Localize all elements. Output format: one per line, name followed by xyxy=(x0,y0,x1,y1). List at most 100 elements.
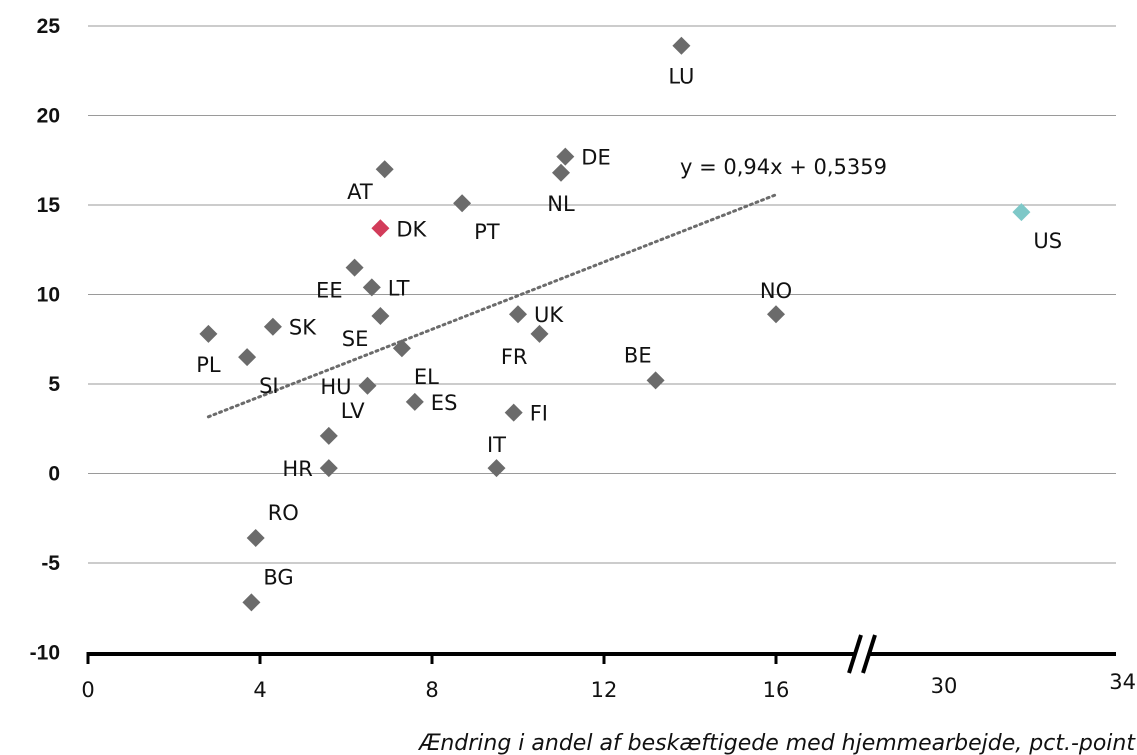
point-marker xyxy=(371,306,390,325)
point-marker xyxy=(358,376,377,395)
x-tick-label: 0 xyxy=(81,678,94,702)
x-tick-label: 12 xyxy=(591,678,618,702)
point-label: LT xyxy=(388,276,410,300)
trendline-equation: y = 0,94x + 0,5359 xyxy=(680,155,887,179)
point-label: LU xyxy=(668,65,694,89)
point-lu: LU xyxy=(668,36,694,89)
point-hu: HU xyxy=(320,375,377,399)
point-label: BG xyxy=(263,565,293,589)
trendline xyxy=(206,193,778,419)
point-label: DE xyxy=(581,146,610,170)
point-marker xyxy=(646,371,665,390)
point-es: ES xyxy=(405,391,458,415)
point-fi: FI xyxy=(504,402,548,426)
point-hr: HR xyxy=(282,457,338,481)
point-marker xyxy=(509,305,527,324)
x-tick-label: 8 xyxy=(425,678,438,702)
point-label: NL xyxy=(547,192,575,216)
point-label: BE xyxy=(624,343,652,367)
x-axis-label: Ændring i andel af beskæftigede med hjem… xyxy=(418,731,1136,755)
axis-break-mark xyxy=(847,634,863,674)
point-marker xyxy=(487,459,506,478)
point-se: SE xyxy=(342,306,390,351)
point-lv: LV xyxy=(319,399,365,445)
point-label: US xyxy=(1033,229,1062,253)
point-label: NO xyxy=(760,279,792,303)
point-marker xyxy=(405,392,424,411)
trendline-path xyxy=(206,193,778,419)
point-label: UK xyxy=(534,303,564,327)
point-marker xyxy=(371,219,390,238)
axis-break-mark xyxy=(861,634,877,674)
point-pt: PT xyxy=(453,194,500,244)
x-tick-label: 30 xyxy=(931,674,958,698)
point-si: SI xyxy=(238,348,279,398)
point-nl: NL xyxy=(547,163,575,216)
gridlines xyxy=(88,25,1116,564)
point-marker xyxy=(453,194,472,213)
point-marker xyxy=(263,317,282,336)
point-dk: DK xyxy=(371,217,428,241)
point-label: EE xyxy=(316,279,343,303)
point-label: IT xyxy=(487,433,506,457)
point-marker xyxy=(238,348,257,367)
point-marker xyxy=(242,593,261,612)
y-tick-label: 0 xyxy=(48,463,60,486)
point-marker xyxy=(552,163,570,182)
point-marker xyxy=(362,278,381,297)
point-marker xyxy=(504,403,523,422)
y-tick-label: 15 xyxy=(37,194,61,217)
point-label: PL xyxy=(196,353,221,377)
point-label: SK xyxy=(289,316,317,340)
point-ee: EE xyxy=(316,258,364,303)
point-pl: PL xyxy=(196,324,221,377)
point-it: IT xyxy=(487,433,506,478)
point-bg: BG xyxy=(242,565,294,612)
point-marker xyxy=(1012,203,1031,222)
point-at: AT xyxy=(347,160,394,204)
y-tick-label: 5 xyxy=(48,373,60,396)
point-label: SE xyxy=(342,327,369,351)
y-tick-label: 25 xyxy=(37,15,61,38)
y-tick-label: -10 xyxy=(30,642,60,665)
y-tick-label: 20 xyxy=(37,105,60,128)
point-sk: SK xyxy=(263,316,317,340)
point-de: DE xyxy=(556,146,611,170)
point-no: NO xyxy=(760,279,792,324)
x-axis: 0 4 8 12 16 30 34 xyxy=(81,634,1136,702)
point-be: BE xyxy=(624,343,665,390)
y-tick-label: -5 xyxy=(41,552,60,575)
point-label: HR xyxy=(282,457,312,481)
point-marker xyxy=(319,459,338,478)
point-label: RO xyxy=(268,501,299,525)
point-marker xyxy=(672,36,691,55)
point-marker xyxy=(246,528,265,547)
point-el: EL xyxy=(392,339,439,389)
point-label: FR xyxy=(501,345,528,369)
x-tick-label: 16 xyxy=(763,678,790,702)
point-label: EL xyxy=(414,365,439,389)
point-ro: RO xyxy=(246,501,299,547)
point-fr: FR xyxy=(501,324,549,369)
point-marker xyxy=(199,324,218,343)
point-marker xyxy=(556,147,575,166)
y-tick-label: 10 xyxy=(37,284,60,307)
point-label: AT xyxy=(347,180,373,204)
x-tick-label: 4 xyxy=(253,678,266,702)
point-label: DK xyxy=(396,217,427,241)
point-label: SI xyxy=(259,374,279,398)
x-tick-label: 34 xyxy=(1109,670,1136,694)
point-label: LV xyxy=(341,399,365,423)
point-marker xyxy=(530,324,549,343)
point-label: ES xyxy=(431,391,458,415)
point-marker xyxy=(375,160,394,179)
point-lt: LT xyxy=(362,276,410,300)
point-marker xyxy=(392,339,411,358)
point-label: PT xyxy=(474,220,500,244)
y-axis: 25 20 15 10 5 0 -5 -10 xyxy=(30,15,61,665)
point-marker xyxy=(319,426,338,445)
point-label: FI xyxy=(530,402,548,426)
point-uk: UK xyxy=(509,303,564,327)
